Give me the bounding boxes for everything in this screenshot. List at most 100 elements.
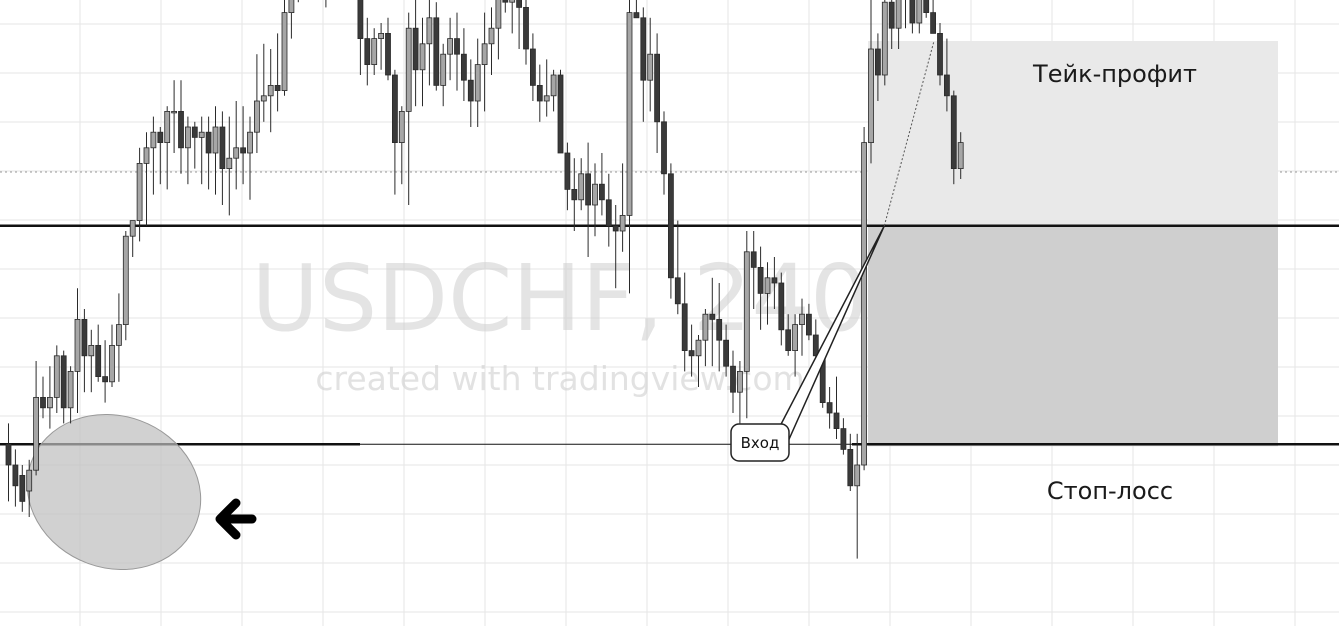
candle-body-down (40, 396, 46, 409)
candle-body-down (633, 12, 640, 19)
candle-body-up (881, 1, 888, 76)
candle (440, 43, 447, 107)
candle (74, 288, 81, 413)
candle-body-down (688, 350, 695, 357)
candle-body-up (626, 12, 633, 216)
candle-body-up (398, 111, 405, 144)
candle (578, 158, 585, 211)
candle-body-down (750, 251, 757, 268)
candle-body-down (571, 188, 578, 201)
candle-body-down (674, 277, 681, 305)
highlight-ellipse (26, 414, 202, 570)
candle (116, 293, 122, 382)
candle-body-down (937, 33, 943, 76)
candle (930, 0, 936, 34)
candle-body-down (191, 126, 198, 138)
candle-body-down (716, 318, 723, 341)
candle (178, 80, 184, 174)
candle (212, 106, 219, 195)
candle (488, 7, 495, 75)
candle (357, 0, 364, 75)
candle-body-up (33, 396, 39, 471)
watermark-credit: created with tradingview.com (315, 359, 804, 398)
candle-body-up (509, 0, 516, 3)
candle-body-up (799, 313, 805, 326)
candle-body-down (757, 266, 764, 294)
candle-body-up (861, 142, 867, 466)
candle (40, 376, 46, 419)
entry-callout: Вход (730, 225, 885, 462)
candle (564, 142, 571, 211)
candle (640, 7, 647, 122)
candle-body-up (88, 344, 95, 357)
candle-body-down (778, 282, 785, 331)
candle-body-up (695, 339, 702, 357)
candle-body-up (109, 344, 115, 383)
candle-body-up (419, 43, 426, 71)
candle-body-down (502, 0, 509, 3)
candle (240, 106, 247, 185)
candle-body-down (654, 53, 660, 123)
candle-body-down (412, 27, 419, 71)
candle-body-up (53, 355, 60, 398)
candle-body-down (433, 17, 440, 86)
candle-body-down (240, 147, 247, 154)
candle-body-down (530, 48, 536, 86)
candle-body-down (460, 53, 467, 81)
candle-body-up (143, 147, 150, 164)
candle (325, 0, 327, 8)
candle (847, 433, 854, 491)
candle (799, 298, 805, 356)
candle-body-up (550, 74, 557, 97)
candle (957, 132, 964, 179)
candle-body-up (495, 0, 502, 29)
candle (371, 28, 378, 75)
candle-body-up (474, 64, 481, 102)
candle (88, 329, 95, 393)
candle (102, 340, 108, 403)
candle-body-down (847, 448, 854, 487)
candle (716, 283, 723, 372)
candle-body-up (129, 220, 136, 237)
candle-body-up (578, 173, 585, 201)
candle-body-up (122, 235, 129, 325)
candle (668, 163, 674, 299)
candle-body-down (944, 74, 950, 97)
candle-body-down (909, 0, 916, 24)
candle-body-down (785, 329, 792, 351)
candle (502, 0, 509, 13)
candle (398, 106, 405, 185)
stop-loss-label: Стоп-лосс (1047, 477, 1173, 505)
candle-body-up (247, 131, 253, 154)
candle (557, 69, 564, 154)
candle (267, 49, 274, 133)
candle (219, 111, 226, 205)
candle-body-down (826, 402, 833, 414)
candle-body-up (116, 324, 122, 346)
candle (764, 262, 771, 325)
candle (191, 121, 198, 169)
candle (785, 314, 792, 356)
candle (378, 23, 385, 70)
candle (495, 0, 502, 60)
candle (364, 17, 371, 86)
candle-body-up (47, 396, 53, 409)
candle-body-down (536, 85, 543, 102)
candle (806, 303, 812, 341)
candle (730, 350, 736, 413)
take-profit-zone (868, 41, 1278, 226)
position-zones (868, 41, 1278, 447)
candle-body-down (178, 111, 184, 149)
candle (509, 0, 516, 34)
candle (923, 0, 930, 18)
candle-body-up (957, 142, 964, 170)
candle (47, 366, 53, 429)
candle (95, 324, 102, 382)
candle-body-down (840, 428, 847, 450)
candle (937, 23, 943, 86)
candle (750, 231, 757, 309)
candle (26, 459, 33, 517)
candle (274, 33, 281, 112)
